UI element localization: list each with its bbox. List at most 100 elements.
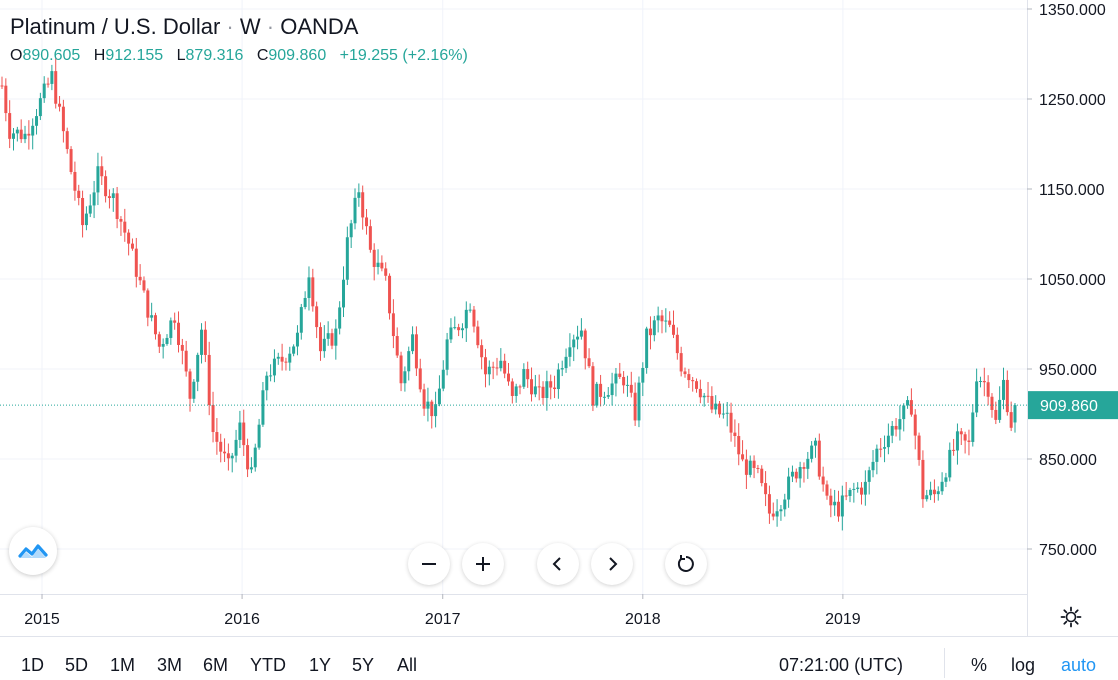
candle-body — [307, 277, 311, 298]
candle-body — [971, 412, 975, 442]
candle-body — [545, 381, 549, 398]
candle-body — [602, 396, 606, 398]
candle-body — [211, 405, 215, 433]
candle-body — [353, 197, 357, 224]
candle-body — [318, 327, 322, 352]
candle-body — [998, 399, 1002, 420]
candle-body — [537, 386, 541, 388]
candle-body — [361, 192, 365, 218]
candle-body — [261, 390, 265, 425]
candle-body — [472, 309, 476, 327]
reset-chart-button[interactable] — [665, 543, 707, 585]
candle-body — [929, 489, 933, 496]
candle-body — [65, 131, 69, 150]
candle-body — [526, 369, 530, 380]
candle-body — [280, 356, 284, 362]
auto-scale-toggle[interactable]: auto — [1061, 655, 1097, 675]
candle-body — [802, 467, 806, 469]
symbol-name[interactable]: Platinum / U.S. Dollar — [10, 14, 221, 39]
candle-body — [902, 405, 906, 420]
candle-body — [130, 243, 134, 249]
candle-body — [203, 329, 207, 355]
scroll-left-button[interactable] — [537, 543, 579, 585]
candle-body — [794, 471, 798, 479]
range-button-1m[interactable]: 1M — [110, 655, 136, 675]
ohlc-values: O890.605 H912.155 L879.316 C909.860 +19.… — [10, 47, 468, 65]
utc-clock[interactable]: 07:21:00 (UTC) — [779, 655, 904, 675]
candle-body — [668, 320, 672, 325]
price-axis[interactable]: 1350.000 1250.000 1150.000 1050.000 950.000 8… — [1027, 0, 1118, 636]
range-button-6m[interactable]: 6M — [203, 655, 229, 675]
candle-body — [576, 336, 580, 340]
candle-body — [104, 176, 108, 197]
price-tick-label: 1250.000 — [1039, 92, 1106, 109]
settings-gear-icon[interactable] — [1060, 606, 1082, 628]
candle-body — [468, 309, 472, 311]
candle-body — [345, 237, 349, 280]
candle-body — [710, 396, 714, 410]
reset-icon — [677, 555, 694, 572]
candle-body — [15, 129, 19, 134]
candle-body — [334, 328, 338, 346]
candle-body — [806, 458, 810, 469]
candle-body — [123, 221, 127, 233]
range-button-5d[interactable]: 5D — [65, 655, 89, 675]
range-button-5y[interactable]: 5Y — [352, 655, 375, 675]
candle-body — [483, 357, 487, 375]
range-button-all[interactable]: All — [397, 655, 418, 675]
candle-body — [150, 315, 154, 318]
candle-body — [38, 98, 42, 117]
zoom-out-button[interactable] — [408, 543, 450, 585]
candle-body — [12, 133, 16, 139]
price-tick-label: 1050.000 — [1039, 272, 1106, 289]
candle-body — [549, 381, 553, 388]
candle-body — [403, 371, 407, 384]
bottom-toolbar — [0, 636, 1118, 680]
candle-body — [955, 431, 959, 451]
percent-scale-toggle[interactable]: % — [971, 655, 988, 675]
interval-label[interactable]: W — [239, 14, 261, 39]
candle-body — [925, 495, 929, 500]
scroll-right-button[interactable] — [591, 543, 633, 585]
range-button-1y[interactable]: 1Y — [309, 655, 332, 675]
candle-body — [568, 347, 572, 357]
candle-body — [514, 386, 518, 396]
range-button-3m[interactable]: 3M — [157, 655, 183, 675]
candle-body — [583, 330, 587, 359]
candle-body — [380, 262, 384, 269]
candle-body — [157, 334, 161, 347]
range-button-ytd[interactable]: YTD — [250, 655, 286, 675]
candle-body — [817, 440, 821, 477]
candle-body — [595, 383, 599, 406]
candle-body — [242, 422, 246, 446]
candle-body — [875, 448, 879, 462]
candle-body — [407, 351, 411, 372]
candle-body — [898, 419, 902, 430]
zoom-in-button[interactable] — [462, 543, 504, 585]
close-value: 909.860 — [268, 47, 327, 64]
candle-body — [883, 447, 887, 449]
candle-body — [269, 375, 273, 377]
candle-body — [234, 439, 238, 456]
candle-body — [721, 413, 725, 415]
candle-body — [315, 306, 319, 328]
candle-body — [518, 386, 522, 388]
candle-body — [226, 453, 230, 459]
time-axis[interactable]: 2015 2016 2017 2018 2019 — [0, 594, 1027, 628]
candle-body — [177, 322, 181, 345]
log-scale-toggle[interactable]: log — [1011, 655, 1036, 675]
range-button-1d[interactable]: 1D — [21, 655, 45, 675]
tradingview-logo-button[interactable] — [9, 527, 57, 575]
candle-body — [376, 262, 380, 267]
candle-body — [556, 369, 560, 390]
candle-body — [572, 339, 576, 348]
candle-body — [848, 489, 852, 496]
candle-body — [986, 382, 990, 397]
candle-body — [84, 213, 88, 226]
candle-body — [587, 358, 591, 367]
legend-separator: · — [266, 14, 275, 39]
candle-body — [614, 373, 618, 384]
candle-body — [384, 268, 388, 276]
candle-body — [633, 392, 637, 421]
